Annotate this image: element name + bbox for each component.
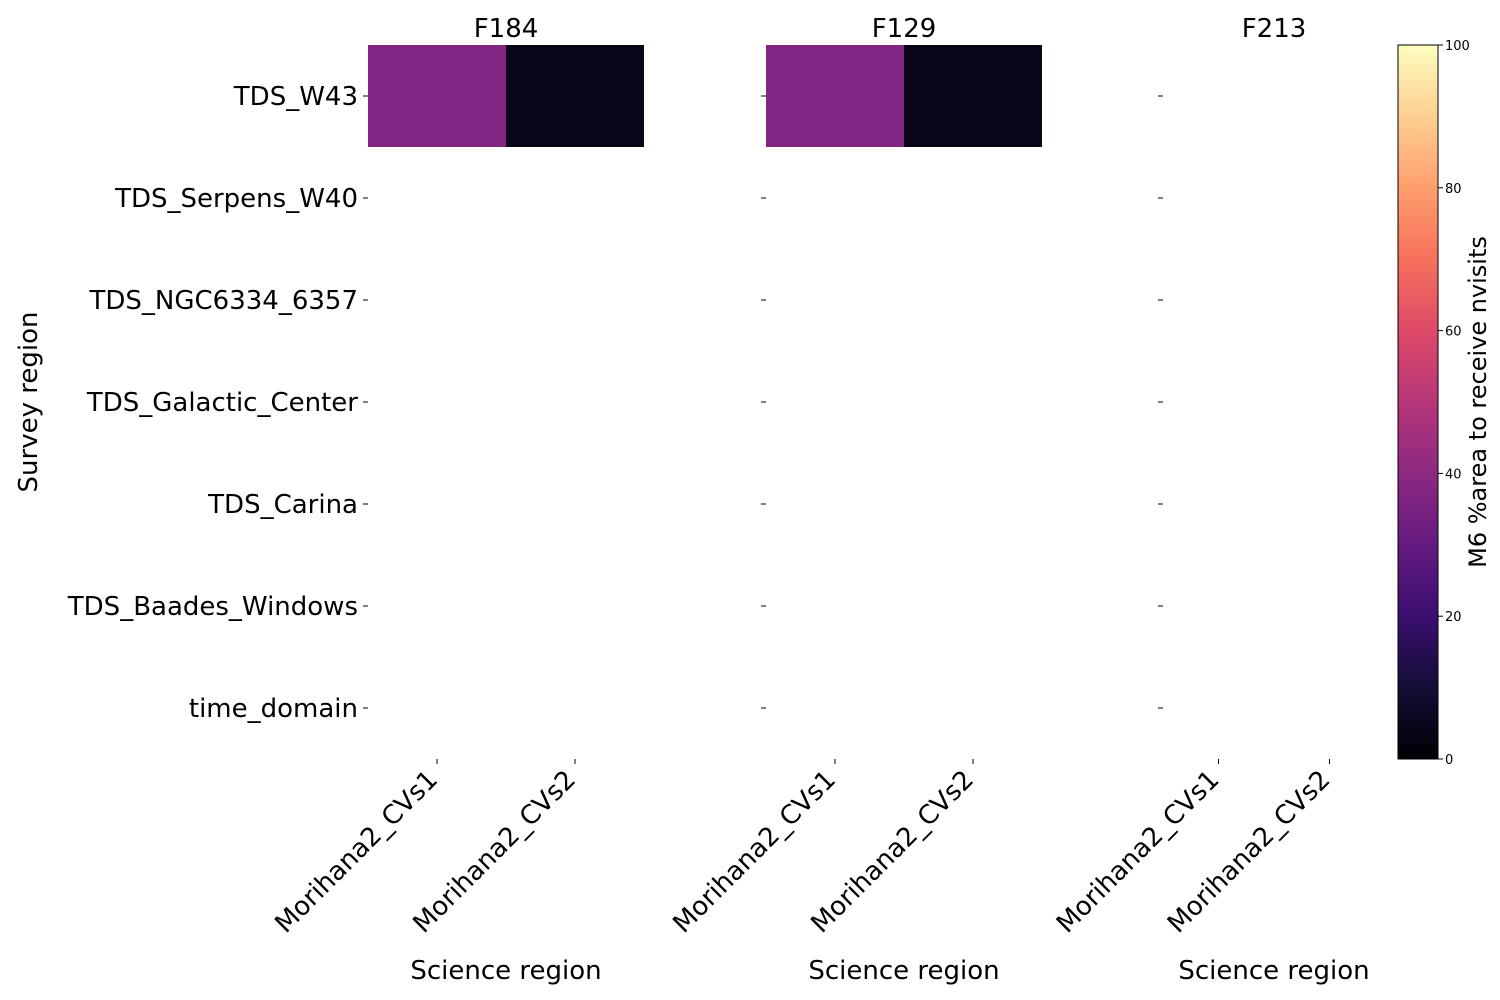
panel-title: F213 [1242,14,1307,44]
colorbar-tick-label: 40 [1445,467,1462,482]
y-tick-label: TDS_Carina [207,490,358,520]
heatmap-cell [506,45,644,147]
y-tick-label: time_domain [189,694,358,724]
heatmap-cell [766,45,904,147]
colorbar-label: M6 %area to receive nvisits [1464,236,1492,568]
y-axis-label: Survey region [14,312,44,493]
y-tick-label: TDS_NGC6334_6357 [89,286,359,316]
colorbar-tick-label: 80 [1445,182,1462,197]
heatmap-cell [904,45,1042,147]
y-tick-label: TDS_Baades_Windows [67,592,358,622]
panel-title: F129 [872,14,937,44]
y-tick-label: TDS_Galactic_Center [86,388,358,418]
y-tick-label: TDS_W43 [233,82,358,112]
colorbar-tick-label: 0 [1445,753,1453,768]
colorbar-tick-label: 20 [1445,610,1462,625]
colorbar-tick-label: 60 [1445,325,1462,340]
x-axis-label: Science region [808,956,999,986]
colorbar [1397,44,1439,760]
colorbar-tick-label: 100 [1445,39,1470,54]
x-axis-label: Science region [1178,956,1369,986]
y-tick-label: TDS_Serpens_W40 [114,184,358,214]
x-axis-label: Science region [410,956,601,986]
panel-title: F184 [474,14,539,44]
heatmap-cell [368,45,506,147]
